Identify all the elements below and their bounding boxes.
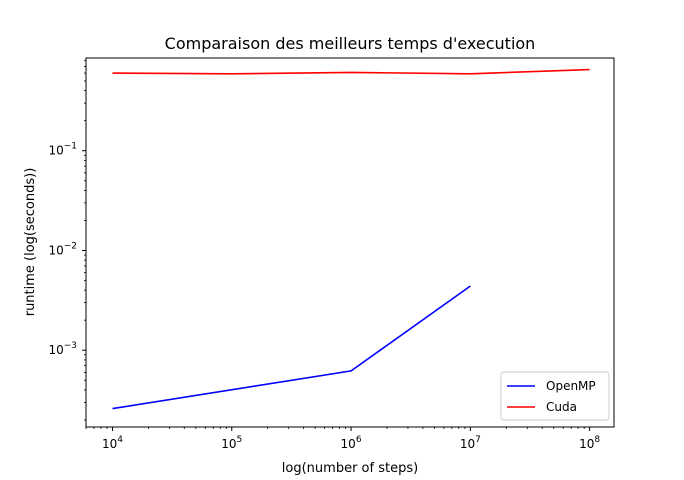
plot-frame	[85, 57, 615, 428]
legend-label-openmp: OpenMP	[546, 379, 596, 393]
series-line-openmp	[112, 285, 471, 410]
legend-label-cuda: Cuda	[546, 400, 577, 414]
x-tick-label: 104	[102, 435, 123, 451]
y-axis-ticks: 10−3 10−2 10−1	[48, 142, 86, 357]
y-tick-label: 10−3	[48, 341, 77, 357]
series-line-cuda	[112, 68, 590, 75]
x-axis-label: log(number of steps)	[282, 461, 418, 476]
legend-box	[500, 371, 610, 421]
x-tick-label: 106	[341, 435, 362, 451]
x-axis-ticks: 104 105 106 107 108	[102, 427, 600, 451]
x-tick-label: 108	[579, 435, 600, 451]
y-tick-label: 10−1	[48, 142, 77, 158]
x-tick-label: 105	[221, 435, 242, 451]
x-tick-label: 107	[460, 435, 481, 451]
chart-title: Comparaison des meilleurs temps d'execut…	[165, 34, 536, 53]
y-tick-label: 10−2	[48, 241, 77, 257]
y-axis-label: runtime (log(seconds))	[23, 168, 38, 317]
series-layer	[112, 68, 590, 410]
legend: OpenMP Cuda	[500, 371, 610, 421]
